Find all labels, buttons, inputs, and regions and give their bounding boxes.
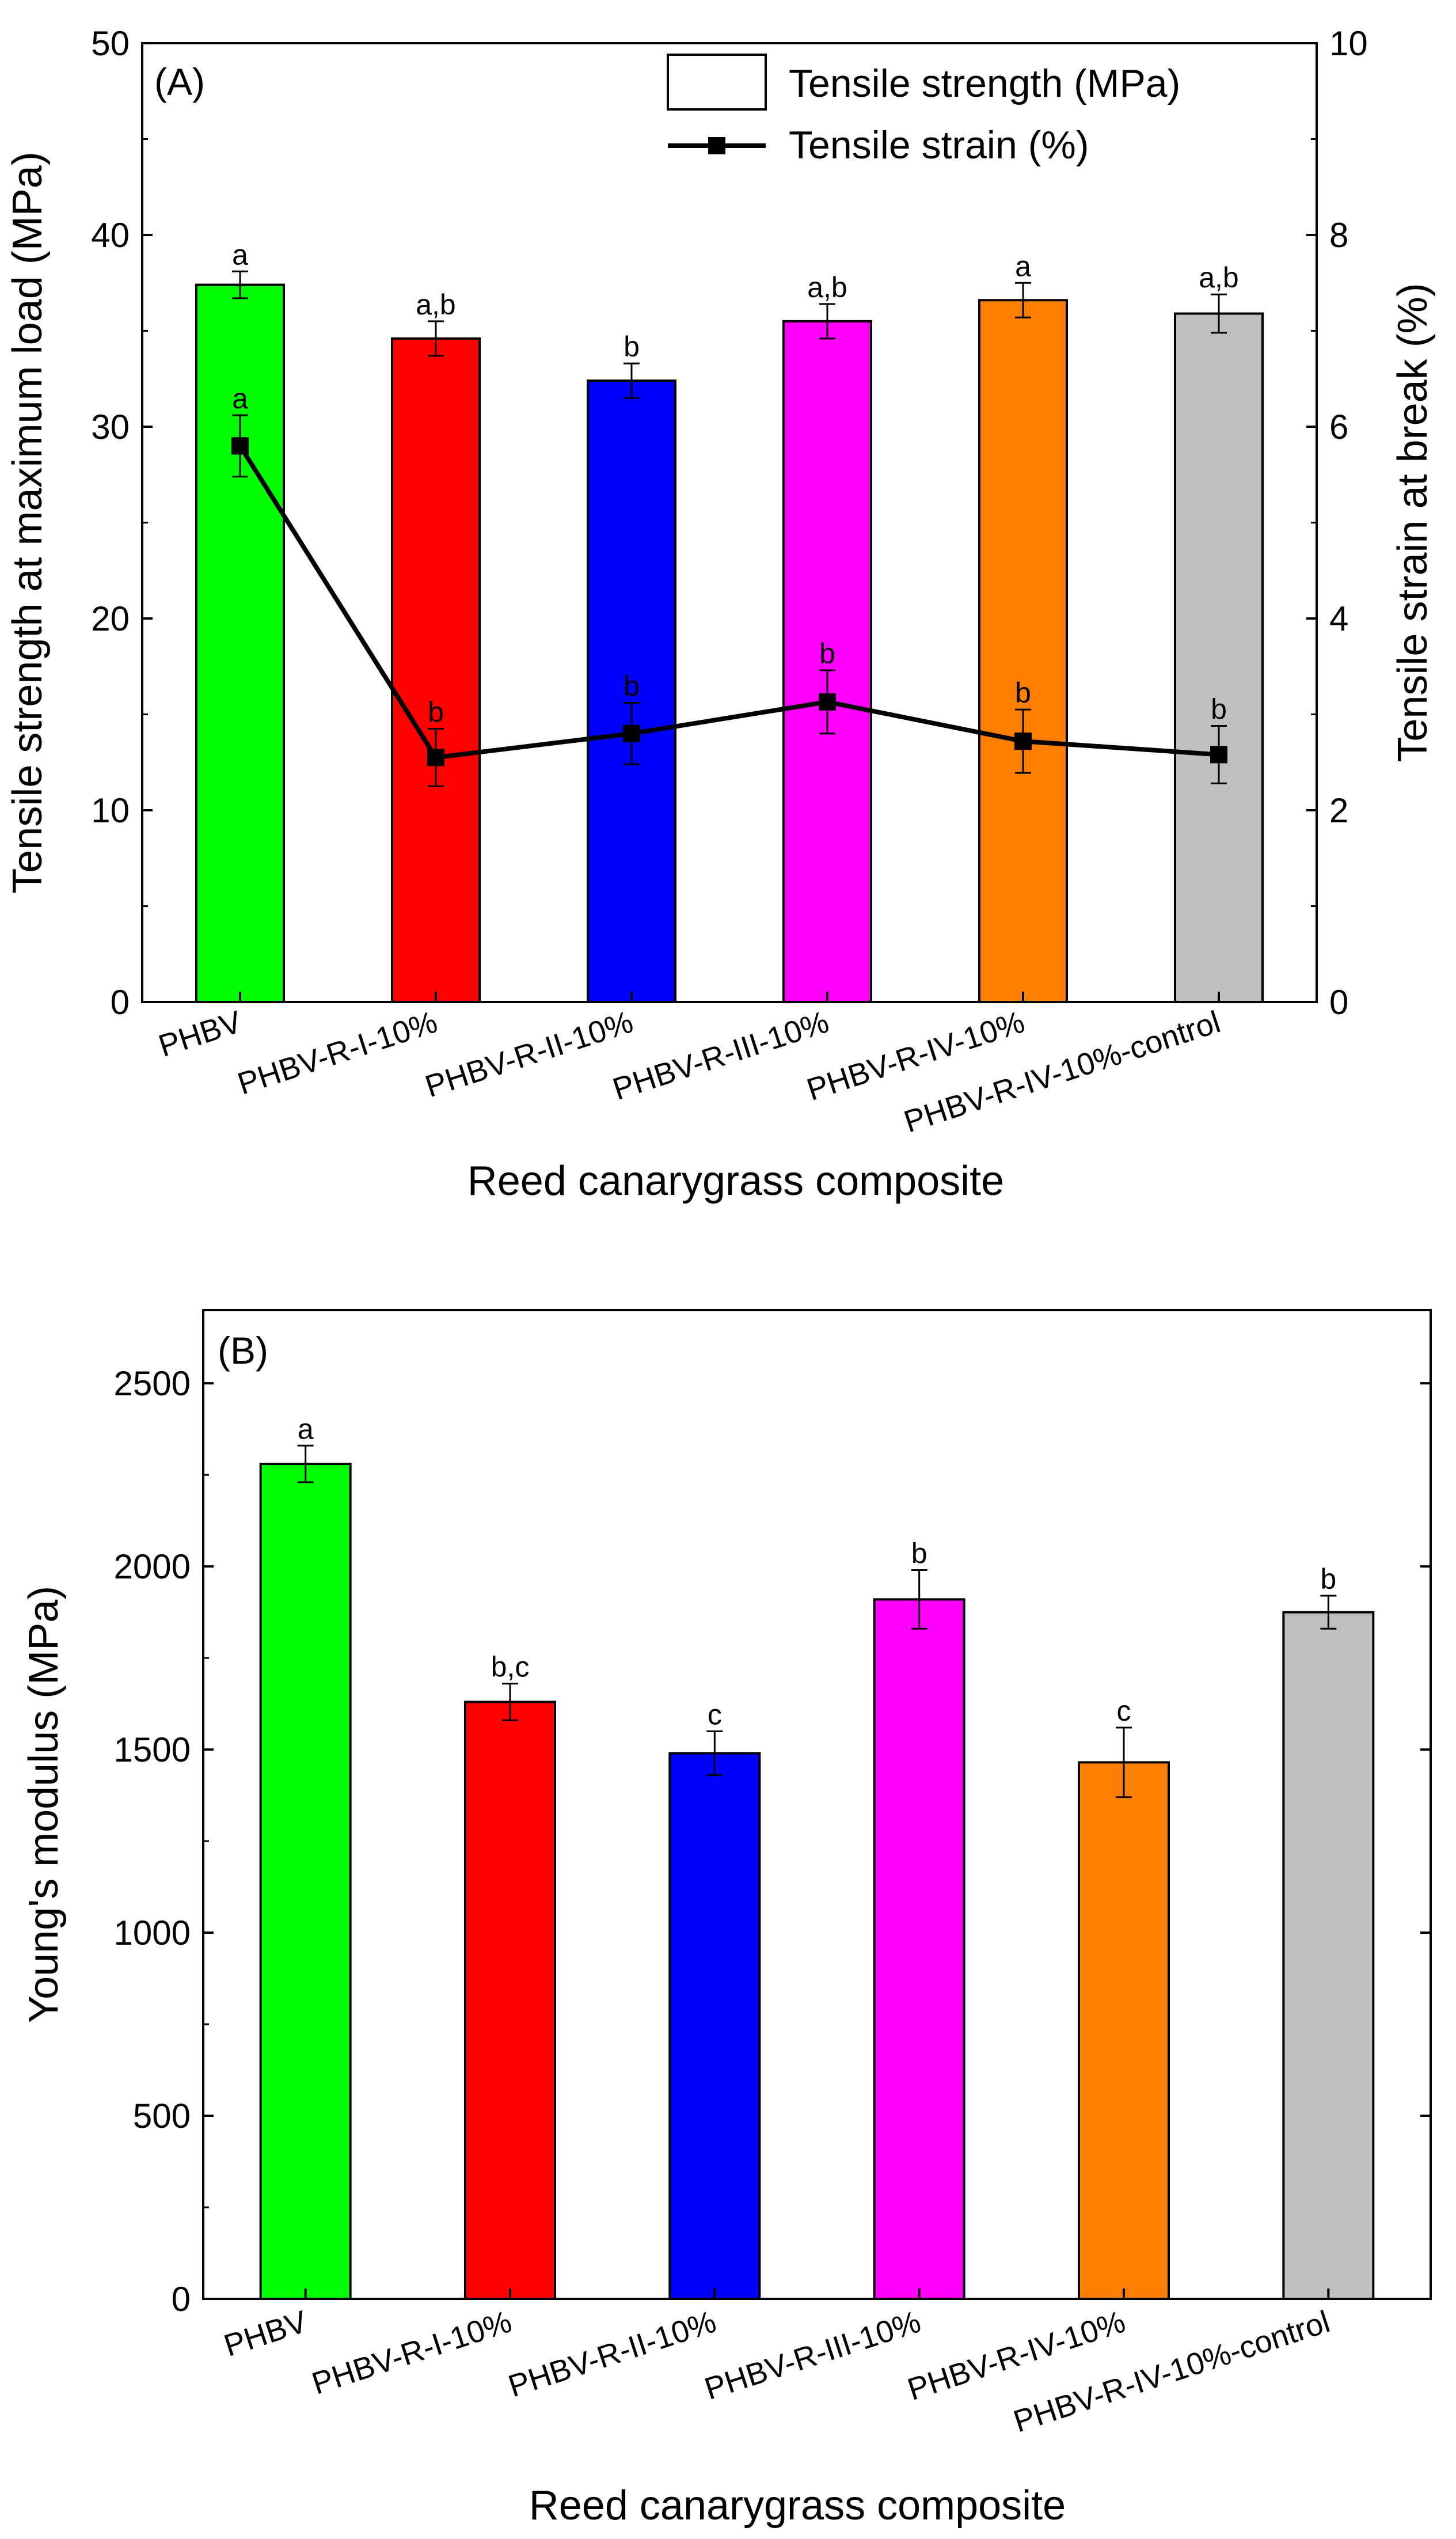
tensile-strain-marker (623, 724, 640, 742)
modulus-significance-label: c (1117, 1695, 1131, 1727)
tensile-strength-significance-label: a,b (416, 289, 456, 321)
tensile-strain-significance-label: b (1015, 677, 1031, 709)
left-y-tick-label: 40 (91, 216, 130, 255)
modulus-significance-label: a (298, 1413, 314, 1445)
left-y-tick-label: 10 (91, 791, 130, 830)
modulus-bar (259, 1463, 352, 2300)
right-y-tick-label: 6 (1329, 408, 1348, 446)
tensile-strength-bar (587, 379, 676, 1004)
right-y-tick-label: 8 (1329, 216, 1348, 255)
modulus-significance-label: b (1320, 1563, 1336, 1595)
tensile-strain-significance-label: b (428, 696, 444, 728)
tensile-strength-significance-label: a (1015, 250, 1031, 282)
y-axis-title: Young's modulus (MPa) (21, 1586, 67, 2023)
right-y-axis-title: Tensile strain at break (%) (1390, 283, 1436, 762)
panel-label: (B) (218, 1329, 268, 1372)
modulus-bar (1078, 1761, 1170, 2300)
right-y-tick-label: 2 (1329, 791, 1348, 830)
y-tick-label: 1000 (114, 1914, 191, 1952)
modulus-significance-label: b (911, 1538, 927, 1570)
tensile-strain-line (238, 445, 1219, 760)
tensile-strain-significance-label: b (624, 670, 640, 703)
right-y-tick-label: 0 (1329, 983, 1348, 1022)
left-y-tick-label: 20 (91, 599, 130, 638)
tensile-strain-marker (427, 749, 444, 766)
tensile-strain-marker (819, 693, 836, 711)
tensile-strain-significance-label: a (232, 382, 248, 415)
tensile-strength-significance-label: a,b (1199, 261, 1239, 294)
modulus-bar (464, 1701, 556, 2300)
tensile-strain-marker (1210, 746, 1227, 764)
tensile-strength-significance-label: b (624, 331, 640, 363)
legend-bar-label: Tensile strength (MPa) (789, 62, 1180, 105)
left-y-tick-label: 30 (91, 408, 130, 446)
left-y-tick-label: 0 (111, 983, 130, 1022)
tensile-strength-significance-label: a (232, 238, 248, 271)
tensile-strength-bar (195, 283, 285, 1004)
modulus-significance-label: b,c (491, 1651, 530, 1683)
tensile-strength-bar (391, 337, 481, 1004)
x-axis-title: Reed canarygrass composite (467, 1158, 1004, 1204)
right-y-tick-label: 10 (1329, 24, 1368, 63)
tensile-strain-marker (1014, 733, 1032, 750)
modulus-significance-label: c (708, 1698, 722, 1730)
x-axis-title: Reed canarygrass composite (529, 2483, 1066, 2529)
tensile-strength-significance-label: a,b (807, 271, 847, 303)
modulus-bar (668, 1752, 761, 2301)
tensile-strain-significance-label: b (1211, 693, 1227, 725)
y-tick-label: 0 (172, 2280, 191, 2318)
tensile-strength-bar (1174, 312, 1264, 1003)
left-y-tick-label: 50 (91, 24, 130, 63)
panel-label: (A) (154, 60, 205, 103)
legend-line-marker (708, 137, 725, 154)
y-tick-label: 2500 (114, 1364, 191, 1403)
modulus-bar (1282, 1611, 1375, 2300)
right-y-tick-label: 4 (1329, 599, 1348, 638)
y-tick-label: 2000 (114, 1547, 191, 1586)
y-tick-label: 500 (133, 2097, 191, 2135)
legend-line-label: Tensile strain (%) (789, 123, 1089, 167)
left-y-axis-title: Tensile strength at maximum load (MPa) (5, 151, 51, 893)
legend-bar-swatch (667, 54, 767, 111)
y-tick-label: 1500 (114, 1730, 191, 1769)
tensile-strain-significance-label: b (819, 637, 835, 670)
modulus-bar (873, 1598, 965, 2301)
tensile-strength-bar (978, 299, 1068, 1003)
tensile-strain-marker (231, 437, 249, 455)
plot-frame (202, 1309, 1432, 2300)
